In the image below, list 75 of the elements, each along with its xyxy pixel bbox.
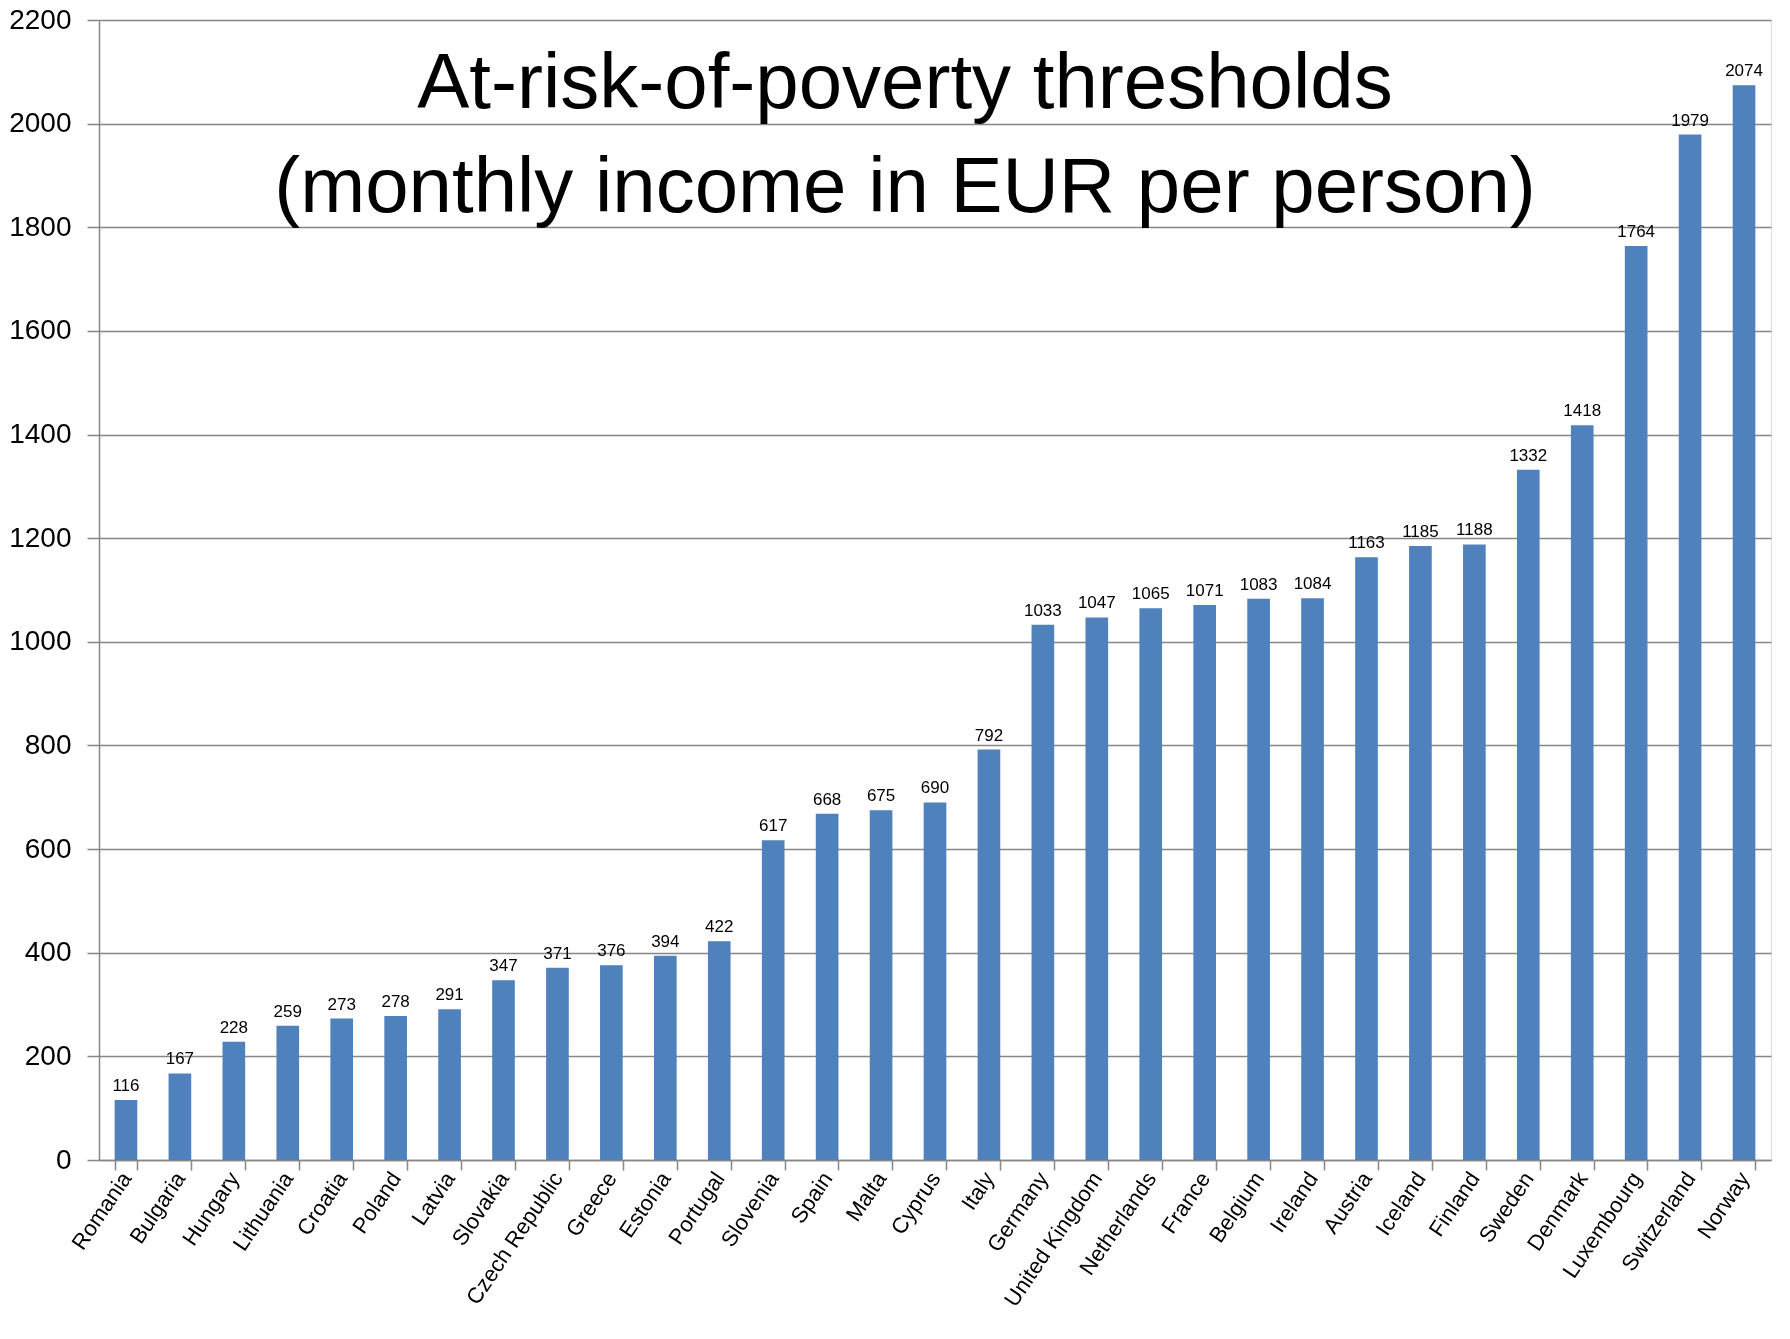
bar bbox=[654, 955, 677, 1160]
data-label: 617 bbox=[759, 816, 788, 836]
data-label: 116 bbox=[112, 1075, 140, 1095]
data-label: 1033 bbox=[1023, 600, 1062, 620]
data-label: 278 bbox=[381, 991, 410, 1011]
bar bbox=[1355, 557, 1378, 1160]
bar bbox=[384, 1015, 407, 1160]
data-label: 1083 bbox=[1239, 574, 1278, 594]
y-tick-label: 200 bbox=[24, 1039, 72, 1071]
bar bbox=[1732, 85, 1756, 1160]
bar bbox=[168, 1073, 192, 1160]
data-label: 792 bbox=[974, 725, 1004, 745]
y-tick-label: 600 bbox=[24, 832, 72, 864]
data-label: 1764 bbox=[1617, 221, 1656, 241]
data-label: 1071 bbox=[1185, 581, 1224, 601]
data-label: 347 bbox=[489, 956, 518, 976]
data-label: 1163 bbox=[1348, 533, 1385, 553]
data-label: 291 bbox=[435, 985, 464, 1005]
y-tick-label: 0 bbox=[55, 1143, 72, 1175]
data-label: 675 bbox=[866, 786, 896, 806]
bar bbox=[1139, 608, 1163, 1160]
bar bbox=[492, 980, 515, 1160]
bar bbox=[1516, 469, 1540, 1160]
data-label: 690 bbox=[920, 778, 950, 798]
data-label: 228 bbox=[219, 1017, 249, 1037]
data-label: 1188 bbox=[1456, 520, 1493, 540]
y-tick-label: 1400 bbox=[9, 418, 72, 450]
bar bbox=[761, 840, 785, 1160]
data-label: 1047 bbox=[1077, 593, 1116, 613]
text: At-risk-of-poverty thresholds (monthly income in EUR per person) bbox=[274, 37, 1536, 229]
data-label: 422 bbox=[705, 917, 734, 937]
data-label: 371 bbox=[543, 943, 572, 963]
bar bbox=[1301, 598, 1324, 1160]
bar bbox=[222, 1041, 246, 1160]
bar bbox=[276, 1025, 300, 1160]
data-label: 1084 bbox=[1293, 574, 1332, 594]
y-tick-label: 2200 bbox=[9, 3, 72, 35]
bar bbox=[330, 1018, 354, 1160]
bar bbox=[869, 810, 893, 1160]
bar bbox=[1570, 425, 1594, 1160]
y-tick-label: 400 bbox=[24, 936, 72, 968]
data-label: 668 bbox=[812, 789, 842, 809]
y-tick-label: 1000 bbox=[9, 625, 72, 657]
data-label: 273 bbox=[327, 994, 356, 1014]
bar bbox=[1678, 134, 1702, 1160]
y-tick-label: 2000 bbox=[9, 107, 72, 139]
data-label: 1185 bbox=[1402, 521, 1439, 541]
data-label: 2074 bbox=[1725, 61, 1763, 81]
bar bbox=[1463, 544, 1486, 1160]
data-label: 167 bbox=[165, 1049, 195, 1069]
bar bbox=[923, 802, 947, 1160]
bar bbox=[114, 1099, 138, 1160]
bar bbox=[1409, 545, 1432, 1160]
bar bbox=[1193, 605, 1216, 1160]
bar bbox=[546, 967, 569, 1160]
bar bbox=[1247, 598, 1270, 1160]
bar bbox=[977, 749, 1001, 1160]
data-label: 1979 bbox=[1671, 110, 1710, 130]
bar bbox=[707, 941, 731, 1160]
bar bbox=[600, 965, 623, 1160]
data-label: 376 bbox=[597, 941, 626, 961]
y-tick-label: 1800 bbox=[9, 210, 72, 242]
data-label: 394 bbox=[651, 931, 680, 951]
bar bbox=[1031, 624, 1055, 1160]
bar bbox=[815, 813, 839, 1160]
data-label: 1332 bbox=[1509, 445, 1548, 465]
bar bbox=[438, 1009, 461, 1160]
y-tick-label: 1200 bbox=[9, 521, 72, 553]
y-tick-label: 1600 bbox=[9, 314, 72, 346]
data-label: 1418 bbox=[1563, 401, 1602, 421]
bar bbox=[1085, 617, 1109, 1160]
bar bbox=[1624, 245, 1648, 1160]
data-label: 259 bbox=[273, 1001, 302, 1021]
data-label: 1065 bbox=[1131, 584, 1170, 604]
y-tick-label: 800 bbox=[24, 728, 72, 760]
